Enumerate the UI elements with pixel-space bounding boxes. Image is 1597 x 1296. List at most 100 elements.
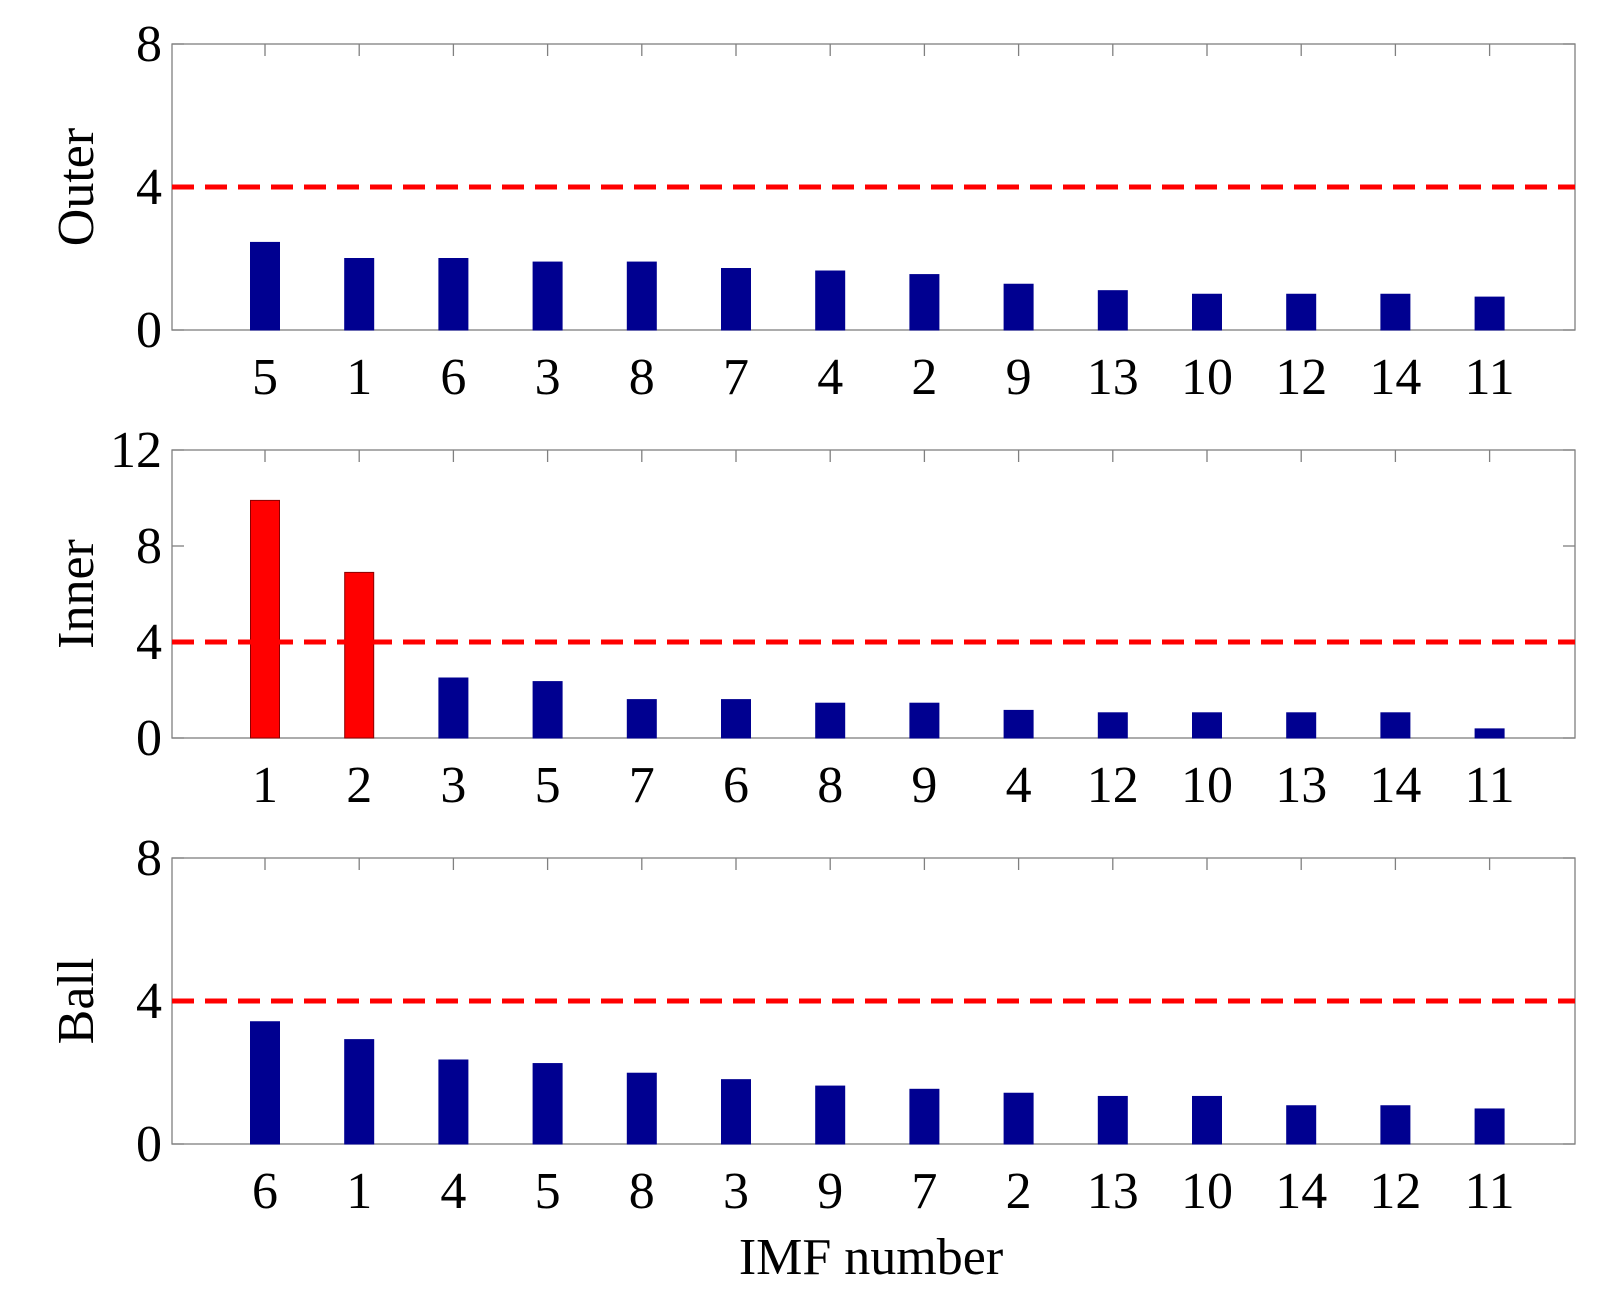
inner-bar-imf-12 (1097, 712, 1128, 739)
inner-x-tick-label: 13 (1275, 757, 1327, 814)
outer-y-tick-label: 4 (136, 159, 162, 216)
ball-x-tick-label: 3 (723, 1163, 749, 1220)
outer-bar-imf-6 (438, 258, 469, 331)
inner-x-tick-label: 8 (817, 757, 843, 814)
ball-bar-imf-10 (1192, 1095, 1222, 1145)
inner-bar-imf-9 (909, 702, 940, 739)
outer-bar-imf-1 (344, 258, 375, 331)
inner-x-tick-label: 14 (1369, 757, 1421, 814)
inner-bar-imf-1 (250, 499, 280, 739)
inner-bar-imf-5 (532, 681, 563, 739)
outer-x-tick-label: 10 (1181, 349, 1233, 406)
inner-y-axis-label: Inner (48, 539, 105, 649)
outer-x-tick-label: 8 (629, 349, 655, 406)
inner-x-tick-label: 10 (1181, 757, 1233, 814)
ball-bar-imf-9 (815, 1085, 846, 1145)
outer-x-tick-label: 3 (535, 349, 561, 406)
ball-x-tick-label: 11 (1465, 1163, 1515, 1220)
outer-x-tick-label: 5 (252, 349, 278, 406)
outer-x-tick-label: 13 (1087, 349, 1139, 406)
inner-x-tick-label: 11 (1465, 757, 1515, 814)
outer-bar-imf-4 (815, 270, 846, 331)
inner-bar-imf-11 (1474, 728, 1505, 739)
outer-x-tick-label: 2 (911, 349, 937, 406)
ball-bar-imf-4 (438, 1059, 469, 1145)
inner-x-tick-label: 2 (346, 757, 372, 814)
ball-x-tick-label: 9 (817, 1163, 843, 1220)
inner-bar-imf-8 (815, 702, 846, 739)
inner-y-tick-label: 8 (136, 518, 162, 575)
inner-bar-imf-7 (626, 699, 657, 739)
ball-y-axis-label: Ball (48, 958, 105, 1045)
ball-y-tick-label: 4 (136, 973, 162, 1030)
x-axis-label: IMF number (739, 1229, 1003, 1286)
inner-x-tick-label: 1 (252, 757, 278, 814)
inner-x-tick-label: 3 (440, 757, 466, 814)
inner-bar-imf-13 (1286, 712, 1317, 739)
inner-y-tick-label: 12 (110, 422, 162, 479)
ball-bar-imf-6 (250, 1021, 280, 1145)
outer-bar-imf-14 (1380, 293, 1411, 331)
outer-x-tick-label: 1 (346, 349, 372, 406)
ball-x-tick-label: 12 (1369, 1163, 1421, 1220)
ball-x-tick-label: 7 (911, 1163, 937, 1220)
inner-bar-imf-2 (344, 571, 375, 739)
ball-x-tick-label: 2 (1006, 1163, 1032, 1220)
inner-x-tick-label: 9 (911, 757, 937, 814)
ball-y-tick-label: 0 (136, 1116, 162, 1173)
outer-y-axis-label: Outer (48, 128, 105, 246)
outer-x-tick-label: 14 (1369, 349, 1421, 406)
outer-bar-imf-9 (1003, 283, 1034, 331)
ball-bar-imf-13 (1097, 1095, 1128, 1145)
outer-y-tick-label: 8 (136, 16, 162, 73)
ball-bar-imf-14 (1286, 1105, 1317, 1145)
ball-bar-imf-3 (721, 1079, 751, 1145)
inner-y-tick-label: 0 (136, 710, 162, 767)
ball-x-tick-label: 1 (346, 1163, 372, 1220)
outer-x-tick-label: 9 (1006, 349, 1032, 406)
ball-x-tick-label: 13 (1087, 1163, 1139, 1220)
outer-x-tick-label: 11 (1465, 349, 1515, 406)
inner-x-tick-label: 6 (723, 757, 749, 814)
outer-bar-imf-12 (1286, 293, 1317, 331)
ball-bar-imf-8 (626, 1072, 657, 1145)
outer-bar-imf-8 (626, 261, 657, 331)
ball-x-tick-label: 14 (1275, 1163, 1327, 1220)
inner-x-tick-label: 4 (1006, 757, 1032, 814)
outer-bar-imf-11 (1474, 296, 1505, 331)
outer-panel: 0 4 8 Outer 5 1 6 3 8 7 4 2 9 13 10 12 14 11 (48, 16, 1576, 406)
inner-bar-imf-10 (1192, 712, 1222, 739)
ball-bar-imf-2 (1003, 1092, 1034, 1145)
ball-x-tick-label: 4 (440, 1163, 466, 1220)
outer-bar-imf-10 (1192, 293, 1222, 331)
outer-x-tick-label: 7 (723, 349, 749, 406)
outer-bar-imf-3 (532, 261, 563, 331)
ball-bar-imf-12 (1380, 1105, 1411, 1145)
ball-bar-imf-1 (344, 1039, 375, 1145)
inner-x-tick-label: 5 (535, 757, 561, 814)
ball-bar-imf-11 (1474, 1108, 1505, 1145)
inner-bar-imf-6 (721, 699, 751, 739)
outer-y-tick-label: 0 (136, 302, 162, 359)
inner-y-tick-label: 4 (136, 614, 162, 671)
ball-x-tick-label: 6 (252, 1163, 278, 1220)
ball-bar-imf-7 (909, 1088, 940, 1145)
outer-x-tick-label: 4 (817, 349, 843, 406)
outer-bar-imf-13 (1097, 290, 1128, 331)
ball-x-tick-label: 10 (1181, 1163, 1233, 1220)
ball-x-tick-label: 8 (629, 1163, 655, 1220)
inner-x-tick-label: 7 (629, 757, 655, 814)
inner-bar-imf-14 (1380, 712, 1411, 739)
ball-x-tick-label: 5 (535, 1163, 561, 1220)
inner-x-tick-label: 12 (1087, 757, 1139, 814)
outer-x-tick-label: 12 (1275, 349, 1327, 406)
outer-x-tick-label: 6 (440, 349, 466, 406)
inner-bar-imf-4 (1003, 709, 1034, 739)
ball-y-tick-label: 8 (136, 830, 162, 887)
inner-bar-imf-3 (438, 677, 469, 739)
inner-plot-frame (171, 449, 1576, 739)
outer-bar-imf-7 (721, 268, 751, 331)
